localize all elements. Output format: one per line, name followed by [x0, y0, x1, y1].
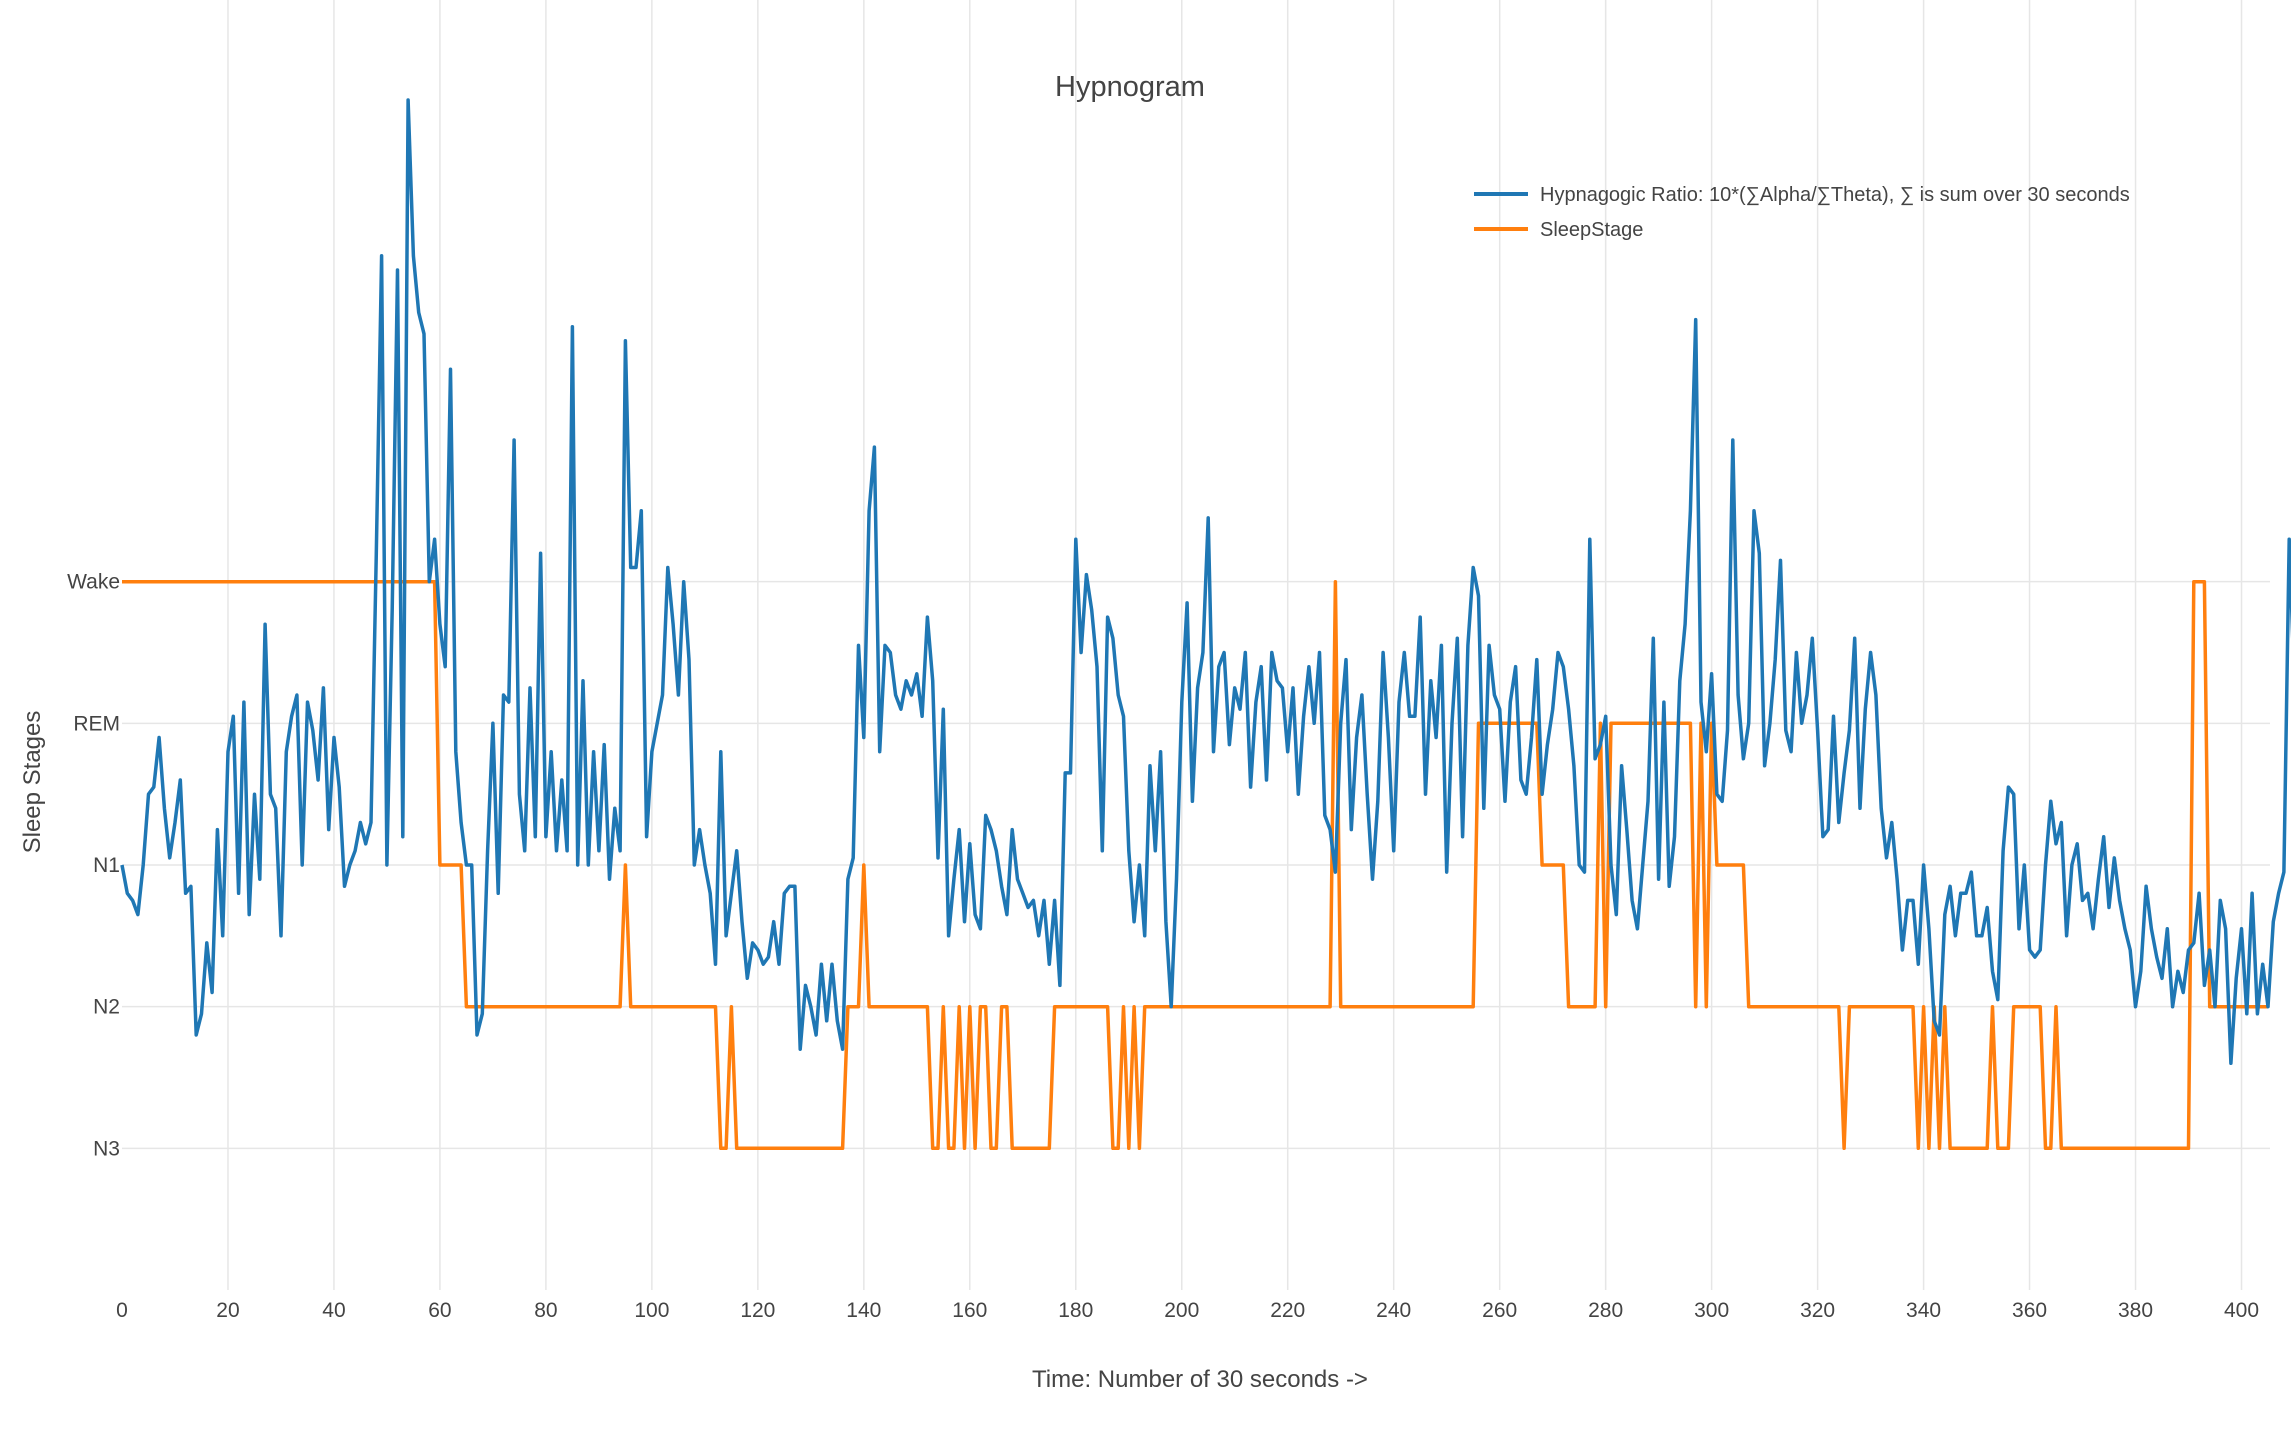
x-tick-label: 340: [1906, 1299, 1941, 1322]
y-tick-label: N1: [93, 854, 120, 877]
legend-label-sleepstage: SleepStage: [1540, 219, 1643, 241]
x-tick-label: 300: [1694, 1299, 1729, 1322]
x-tick-label: 240: [1376, 1299, 1411, 1322]
x-tick-label: 280: [1588, 1299, 1623, 1322]
x-gridlines: [227, 0, 2243, 1290]
series-line-hypnagogic-ratio[interactable]: [120, 98, 2291, 1066]
x-tick-label: 260: [1482, 1299, 1517, 1322]
y-tick-labels: N3 N2 N1 REM Wake: [67, 571, 120, 1161]
x-tick-label: 100: [634, 1299, 669, 1322]
x-tick-label: 200: [1164, 1299, 1199, 1322]
x-tick-label: 360: [2012, 1299, 2047, 1322]
series-layer: [120, 98, 2291, 1151]
x-tick-label: 400: [2224, 1299, 2259, 1322]
x-tick-label: 0: [116, 1299, 128, 1322]
series-line-sleepstage[interactable]: [122, 579, 2268, 1151]
x-tick-label: 380: [2118, 1299, 2153, 1322]
y-tick-label: REM: [73, 712, 120, 735]
x-axis-title: Time: Number of 30 seconds ->: [1032, 1366, 1368, 1393]
x-tick-label: 220: [1270, 1299, 1305, 1322]
x-tick-label: 80: [534, 1299, 557, 1322]
x-tick-label: 180: [1058, 1299, 1093, 1322]
legend-label-hypnagogic-ratio: Hypnagogic Ratio: 10*(∑Alpha/∑Theta), ∑ …: [1540, 184, 2130, 206]
x-tick-label: 40: [322, 1299, 345, 1322]
x-tick-label: 120: [740, 1299, 775, 1322]
y-tick-label: Wake: [67, 571, 120, 594]
y-tick-label: N2: [93, 996, 120, 1019]
legend[interactable]: Hypnagogic Ratio: 10*(∑Alpha/∑Theta), ∑ …: [1474, 184, 2130, 241]
x-tick-label: 160: [952, 1299, 987, 1322]
y-axis-title: Sleep Stages: [19, 711, 46, 854]
x-tick-label: 20: [216, 1299, 239, 1322]
x-tick-label: 320: [1800, 1299, 1835, 1322]
chart-title: Hypnogram: [1055, 71, 1205, 103]
x-tick-label: 60: [428, 1299, 451, 1322]
y-tick-label: N3: [93, 1137, 120, 1160]
x-tick-labels: 0 20 40 60 80 100 120 140 160 180 200 220 240 260 280 3…: [116, 1299, 2259, 1322]
x-tick-label: 140: [846, 1299, 881, 1322]
